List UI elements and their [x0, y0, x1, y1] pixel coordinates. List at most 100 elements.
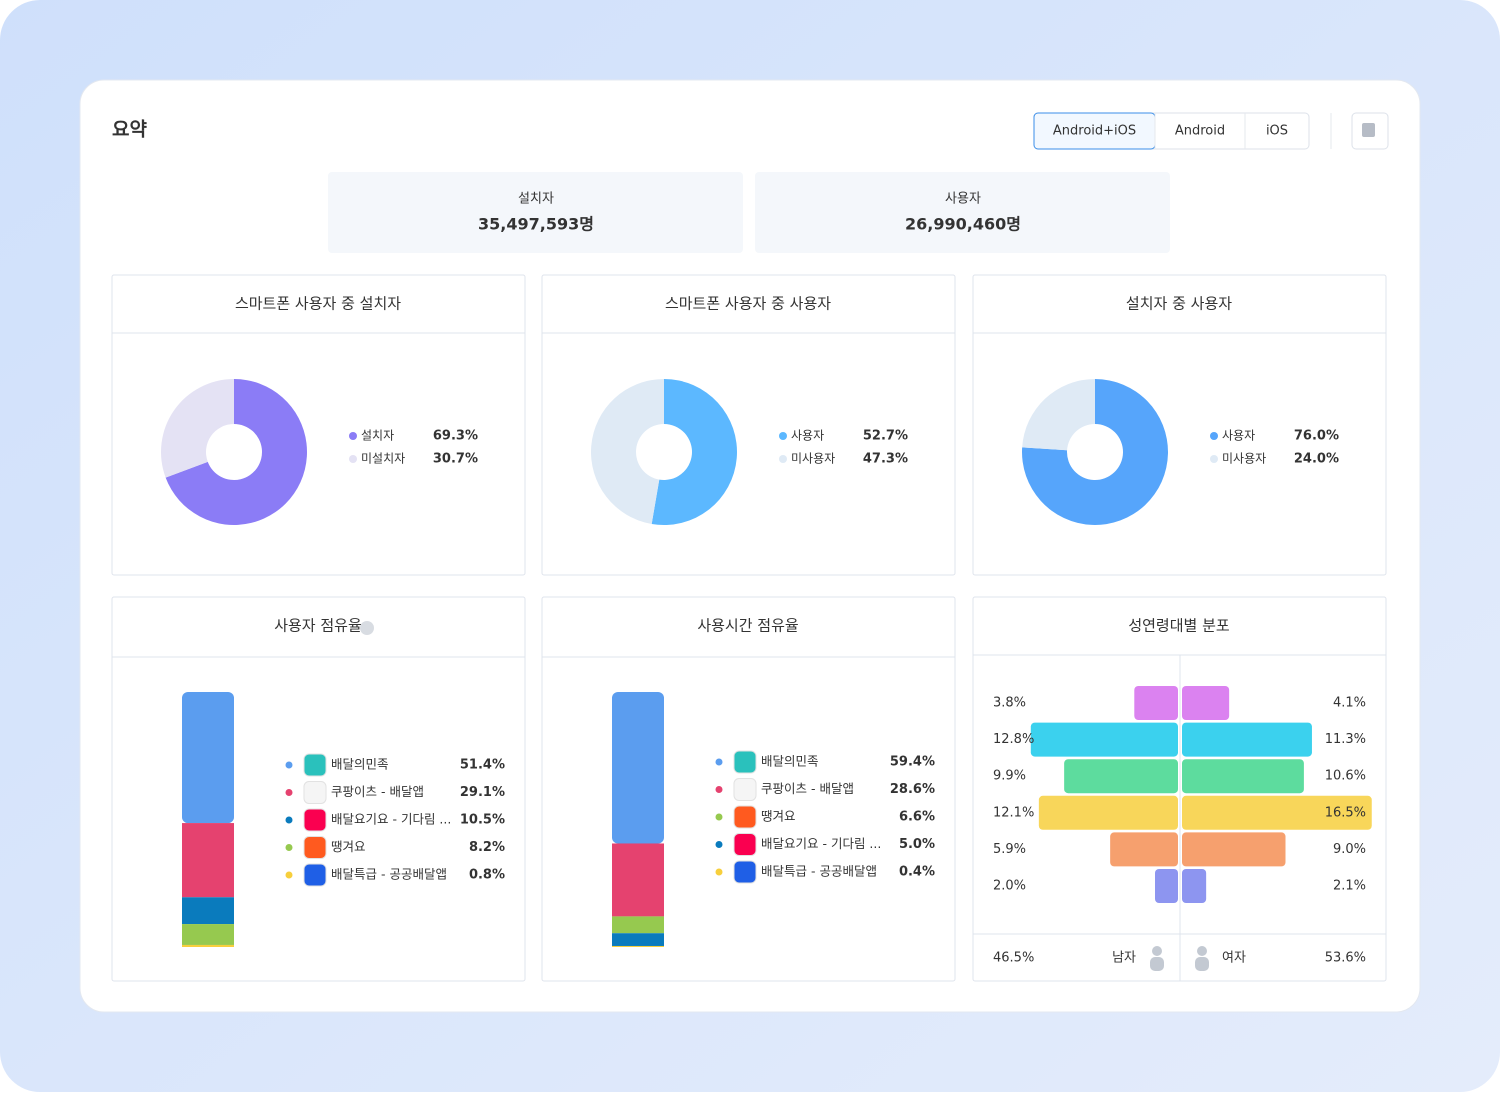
legend-dot: [715, 868, 723, 876]
person-icon: [1195, 957, 1209, 971]
legend-value: 0.8%: [469, 868, 505, 883]
legend-value: 76.0%: [1294, 429, 1339, 444]
bar-label: 2.0%: [993, 879, 1026, 894]
panel-title: 성연령대별 분포: [1128, 617, 1230, 635]
legend-value: 6.6%: [899, 810, 935, 825]
legend-value: 51.4%: [460, 758, 505, 773]
panel-title: 스마트폰 사용자 중 설치자: [235, 295, 401, 313]
kpi-box: [328, 172, 743, 253]
app-icon: [733, 778, 757, 801]
legend-dot: [779, 432, 787, 440]
bar-segment: [182, 692, 234, 824]
pyramid-bar: [1038, 795, 1178, 830]
legend-label: 남자: [1112, 951, 1136, 966]
bar-segment: [612, 843, 664, 917]
panel-title: 설치자 중 사용자: [1126, 295, 1232, 313]
pyramid-bar: [1182, 832, 1286, 867]
kpi-value: 26,990,460명: [905, 215, 1021, 234]
legend-label: 설치자: [361, 429, 394, 443]
legend-value: 29.1%: [460, 785, 505, 800]
pyramid-bar: [1182, 686, 1230, 720]
legend-value: 28.6%: [890, 782, 935, 797]
pyramid-bar: [1182, 869, 1207, 903]
donut-segment: [591, 379, 664, 524]
pyramid-bar: [1134, 686, 1178, 720]
panel-title: 사용자 점유율: [274, 617, 362, 635]
bar-label: 12.1%: [993, 805, 1034, 820]
legend-dot: [285, 871, 293, 879]
bar-label: 4.1%: [1333, 696, 1366, 711]
pyramid-bar: [1182, 722, 1312, 757]
help-icon[interactable]: [360, 621, 374, 635]
legend-value: 59.4%: [890, 755, 935, 770]
kpi-box: [755, 172, 1170, 253]
legend-dot: [715, 841, 723, 848]
legend-value: 52.7%: [863, 429, 908, 444]
legend-dot: [715, 786, 723, 793]
legend-dot: [349, 455, 357, 463]
panel-title: 사용시간 점유율: [697, 617, 798, 635]
total-label: 53.6%: [1325, 951, 1366, 966]
legend-dot: [285, 844, 293, 851]
bar-label: 9.9%: [993, 769, 1026, 784]
app-icon: [303, 863, 327, 887]
legend-dot: [1210, 455, 1218, 463]
app-icon: [303, 836, 327, 859]
legend-label: 배달요기요 - 기다림 ...: [331, 812, 451, 827]
total-label: 46.5%: [993, 951, 1034, 966]
app-icon: [303, 753, 327, 777]
legend-dot: [779, 455, 787, 463]
legend-value: 10.5%: [460, 813, 505, 828]
legend-value: 30.7%: [433, 452, 478, 467]
legend-label: 미설치자: [361, 452, 405, 466]
legend-label: 여자: [1222, 951, 1246, 966]
bar-segment: [612, 933, 664, 946]
legend-value: 0.4%: [899, 865, 935, 880]
panel-title: 스마트폰 사용자 중 사용자: [665, 295, 831, 313]
pyramid-bar: [1182, 759, 1304, 794]
bar-label: 12.8%: [993, 732, 1034, 747]
bar-label: 16.5%: [1325, 805, 1366, 820]
kpi-label: 사용자: [945, 192, 981, 207]
pyramid-bar: [1030, 722, 1178, 757]
legend-label: 미사용자: [791, 452, 835, 466]
legend-label: 땡겨요: [331, 839, 366, 854]
pyramid-bar: [1155, 869, 1178, 903]
bar-label: 3.8%: [993, 696, 1026, 711]
legend-dot: [285, 816, 293, 824]
legend-value: 24.0%: [1294, 452, 1339, 467]
app-icon: [733, 805, 757, 829]
pyramid-bar: [1064, 759, 1178, 794]
legend-label: 배달의민족: [761, 754, 819, 769]
legend-label: 배달특급 - 공공배달앱: [761, 864, 877, 879]
legend-dot: [285, 789, 293, 796]
legend-label: 배달특급 - 공공배달앱: [331, 867, 447, 882]
app-icon: [303, 781, 327, 804]
tab[interactable]: Android+iOS: [1053, 124, 1136, 139]
person-icon: [1197, 946, 1207, 956]
bar-label: 5.9%: [993, 842, 1026, 857]
bar-label: 9.0%: [1333, 842, 1366, 857]
tab[interactable]: iOS: [1266, 124, 1288, 139]
pyramid-bar: [1110, 832, 1178, 867]
bar-label: 2.1%: [1333, 879, 1366, 894]
bar-segment: [612, 945, 664, 947]
kpi-value: 35,497,593명: [478, 215, 594, 234]
legend-label: 사용자: [1222, 429, 1255, 443]
app-icon: [733, 833, 757, 856]
bar-segment: [182, 823, 234, 898]
donut-segment: [1022, 379, 1095, 451]
bar-segment: [182, 924, 234, 945]
legend-label: 배달요기요 - 기다림 ...: [761, 836, 881, 851]
bar-segment: [182, 944, 234, 947]
bar-segment: [182, 897, 234, 925]
tab[interactable]: Android: [1175, 124, 1225, 139]
legend-value: 69.3%: [433, 429, 478, 444]
legend-label: 땡겨요: [761, 809, 796, 824]
bar-segment: [612, 692, 664, 844]
donut-segment: [160, 379, 234, 478]
app-icon: [303, 808, 327, 832]
app-icon: [733, 860, 757, 884]
legend-dot: [285, 761, 293, 769]
